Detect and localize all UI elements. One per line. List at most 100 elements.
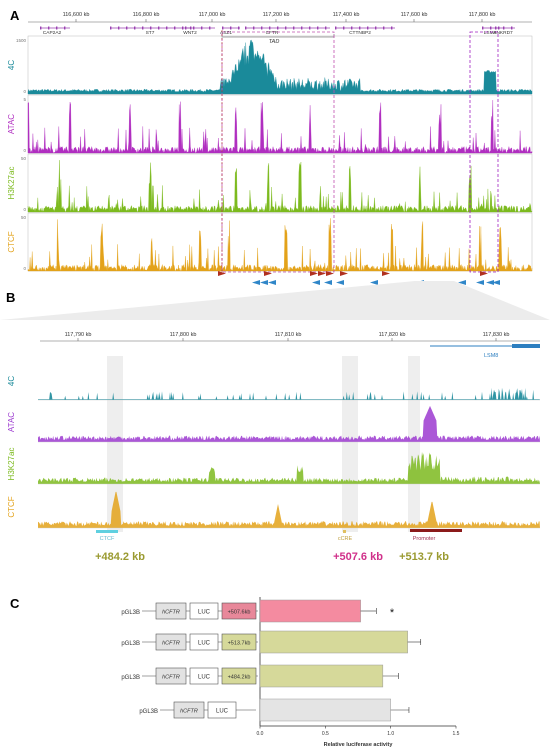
gene-exon [253, 26, 255, 30]
promoter-label: hCFTR [162, 641, 180, 647]
gene-exon [317, 26, 319, 30]
ctcf-reverse-arrow [312, 280, 320, 285]
track-frame [27, 35, 533, 95]
panel-c-label: C [10, 596, 20, 611]
signal-track [27, 218, 533, 272]
track-ymax: 5 [23, 97, 26, 102]
luciferase-bar-chart: 0.0 0.5 1.0 1.5 Relative luciferase activity… [257, 597, 460, 748]
ctcf-reverse-arrow [336, 280, 344, 285]
gene-exon [245, 26, 247, 30]
track-frame [27, 153, 533, 213]
gene-exon [511, 26, 513, 30]
gene-exon [359, 26, 361, 30]
track-ymax: 50 [21, 215, 27, 220]
ctcf-forward-arrow [264, 271, 272, 276]
promoter-label: hCFTR [162, 610, 180, 616]
panel-b-tick-label: 117,830 kb [483, 332, 510, 338]
gene-exon [285, 26, 287, 30]
vector-label: pGL3B [121, 675, 140, 681]
gene-exon [126, 26, 128, 30]
gene-label: WNT2 [183, 30, 197, 36]
track-name: H3K27ac [7, 167, 16, 200]
cftr-highlight-box [221, 31, 335, 273]
ctcf-reverse-arrow [260, 280, 268, 285]
track-name: CTCF [7, 231, 16, 252]
ctcf-forward-arrow [326, 271, 334, 276]
gene-exon [118, 26, 120, 30]
gene-exon [383, 26, 385, 30]
distance-507-label: +507.6 kb [333, 551, 383, 563]
x-tick-label: 0.0 [257, 731, 264, 737]
construct-diagram: pGL3B hCFTR LUC +507.6kb [121, 602, 258, 620]
panel-b-signal-track [38, 405, 540, 442]
panel-b-coordinate-ticks: 117,790 kb 117,800 kb 117,810 kb 117,820 kb… [65, 332, 510, 341]
promoter-box [155, 602, 187, 620]
luc-box [189, 667, 219, 685]
gene-exon [261, 26, 263, 30]
gene-exon [482, 26, 484, 30]
enhancer-insert-label: +507.6kb [228, 610, 251, 616]
gene-label: ASZ1 [220, 30, 232, 36]
panel-a-tick-label: 117,800 kb [469, 12, 496, 18]
gene-exon [351, 26, 353, 30]
gene-exon [48, 26, 50, 30]
gene-exon [325, 26, 327, 30]
gene-exon [367, 26, 369, 30]
gene-label: LSM8 [484, 30, 497, 36]
gene-exon [201, 26, 203, 30]
gene-exon [343, 26, 345, 30]
luc-box [189, 633, 219, 651]
panel-a-tick-label: 117,200 kb [263, 12, 290, 18]
x-axis-label: Relative luciferase activity [324, 742, 394, 748]
vector-label: pGL3B [121, 610, 140, 616]
ctcf-reverse-arrow [252, 280, 260, 285]
panel-a-tick-label: 117,600 kb [401, 12, 428, 18]
luciferase-constructs: pGL3B hCFTR LUC +507.6kb pGL3B hCFTR LUC +513.7… [121, 602, 258, 719]
promoter-box [155, 633, 187, 651]
promoter-highlight [408, 356, 420, 532]
luc-label: LUC [198, 675, 211, 681]
vector-label: pGL3B [139, 709, 158, 715]
ctcf-feature-label: CTCF [100, 536, 115, 542]
vector-label: pGL3B [121, 641, 140, 647]
gene-label: CAP2A2 [43, 30, 62, 36]
panel-a-tick-label: 116,600 kb [63, 12, 90, 18]
x-tick-label: 0.5 [322, 731, 329, 737]
gene-label: ANKRD7 [493, 30, 513, 36]
ctcf-forward-arrow [310, 271, 318, 276]
gene-exon [142, 26, 144, 30]
luc-box [189, 602, 219, 620]
panel-b-label: B [6, 290, 15, 305]
distance-513-label: +513.7 kb [399, 551, 449, 563]
gene-exon [230, 26, 232, 30]
promoter-feature-label: Promoter [413, 536, 436, 542]
track-ymin: 0 [23, 89, 26, 94]
lsm8-highlight-box [469, 31, 499, 273]
panel-b-track-name: ATAC [7, 412, 16, 432]
gene-exon [158, 26, 160, 30]
promoter-box [155, 667, 187, 685]
track-ymin: 0 [23, 266, 26, 271]
track-frame [27, 94, 533, 154]
gene-label: CFTR [266, 30, 279, 36]
ccre-feature-bar [343, 530, 346, 533]
luciferase-bar [259, 599, 361, 623]
gene-exon [64, 26, 66, 30]
luc-label: LUC [216, 709, 229, 715]
ctcf-reverse-arrow [458, 280, 466, 285]
signal-track [27, 39, 533, 95]
gene-exon [110, 26, 112, 30]
track-ymax: 1500 [16, 38, 27, 43]
ctcf-forward-arrow [218, 271, 226, 276]
panel-b-signal-track [38, 491, 540, 528]
promoter-label: hCFTR [162, 675, 180, 681]
panel-b-signal-track [38, 451, 540, 484]
lsm8-gene-label: LSM8 [484, 353, 498, 359]
panel-b-signal-track [38, 387, 540, 400]
gene-exon [40, 26, 42, 30]
ctcf-forward-arrow [382, 271, 390, 276]
gene-exon [309, 26, 311, 30]
enhancer-insert-label: +484.2kb [228, 675, 251, 681]
